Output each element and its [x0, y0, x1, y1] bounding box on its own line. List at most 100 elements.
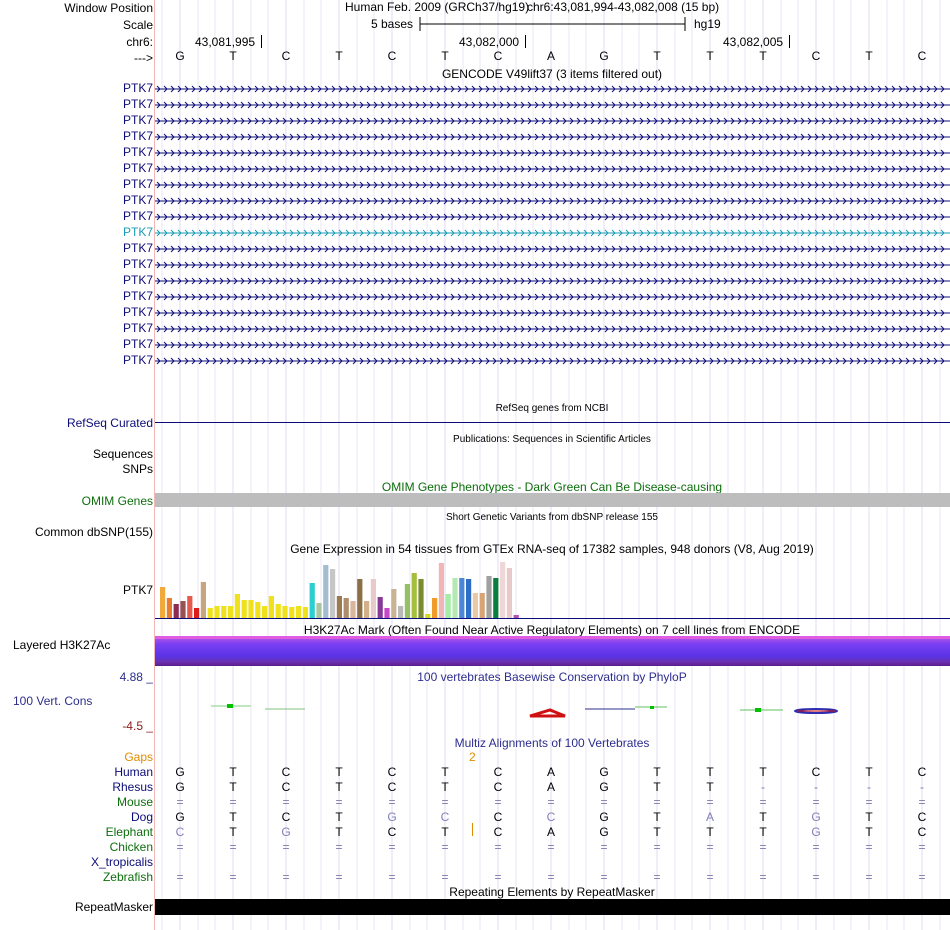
gene-label[interactable]: PTK7 [122, 337, 153, 351]
gene-label[interactable]: PTK7 [122, 113, 153, 127]
species-label[interactable]: Human [114, 765, 153, 779]
alignment-base: = [229, 795, 237, 809]
gene-label[interactable]: PTK7 [122, 145, 153, 159]
gene-transcript[interactable] [155, 113, 950, 129]
sequences-label[interactable]: Sequences [92, 447, 153, 461]
species-label[interactable]: Gaps [124, 750, 153, 764]
gene-label[interactable]: PTK7 [122, 97, 153, 111]
gtex-tissue-bar [370, 579, 376, 618]
omim-label[interactable]: OMIM Genes [81, 494, 153, 508]
gtex-tissue-bar [336, 596, 342, 618]
alignment-base: = [865, 795, 873, 809]
species-label[interactable]: Chicken [109, 840, 153, 854]
strand-arrows [156, 213, 945, 221]
gene-transcript[interactable] [155, 145, 950, 161]
cons-label[interactable]: 100 Vert. Cons [13, 694, 93, 708]
gene-label[interactable]: PTK7 [122, 209, 153, 223]
alignment-base: = [547, 840, 555, 854]
gtex-gene-label[interactable]: PTK7 [122, 583, 153, 597]
gene-label[interactable]: PTK7 [122, 225, 153, 239]
h3k27ac-signal[interactable] [155, 636, 950, 666]
gene-transcript[interactable] [155, 97, 950, 113]
gtex-tissue-bar [391, 589, 397, 618]
gene-transcript[interactable] [155, 129, 950, 145]
gtex-bar-chart[interactable] [155, 556, 950, 620]
repeatmasker-label[interactable]: RepeatMasker [74, 900, 153, 914]
gene-transcript[interactable] [155, 321, 950, 337]
alignment-base: T [441, 825, 449, 839]
gene-label[interactable]: PTK7 [122, 161, 153, 175]
alignment-base: = [918, 840, 926, 854]
strand-arrows [156, 85, 945, 93]
gene-transcript[interactable] [155, 353, 950, 369]
repeatmasker-element-bar[interactable] [155, 899, 950, 915]
species-label[interactable]: Dog [130, 810, 153, 824]
gtex-tissue-bar [500, 562, 506, 618]
refseq-gene-line[interactable] [155, 422, 950, 423]
alignment-base: = [706, 795, 714, 809]
reference-base: T [706, 49, 714, 63]
track-data-area[interactable]: Human Feb. 2009 (GRCh37/hg19) chr6:43,08… [155, 0, 950, 930]
gene-transcript[interactable] [155, 241, 950, 257]
gene-transcript[interactable] [155, 337, 950, 353]
alignment-base: = [653, 795, 661, 809]
gtex-tissue-bar [180, 601, 186, 618]
gene-label[interactable]: PTK7 [122, 177, 153, 191]
species-label[interactable]: Zebrafish [102, 870, 153, 884]
gene-transcript[interactable] [155, 193, 950, 209]
gene-transcript[interactable] [155, 177, 950, 193]
gene-label[interactable]: PTK7 [122, 81, 153, 95]
gtex-tissue-bar [160, 587, 166, 618]
alignment-base: = [494, 840, 502, 854]
alignment-base: T [759, 825, 767, 839]
reference-base: C [811, 49, 821, 63]
gene-transcript[interactable] [155, 273, 950, 289]
alignment-base: G [599, 780, 609, 794]
phylop-signal[interactable] [155, 696, 950, 726]
gtex-tissue-bar [432, 598, 438, 618]
snps-label[interactable]: SNPs [122, 462, 153, 476]
h3k27ac-label[interactable]: Layered H3K27Ac [13, 638, 111, 652]
species-label[interactable]: X_tropicalis [90, 855, 153, 869]
species-label[interactable]: Rhesus [112, 780, 153, 794]
alignment-base: T [865, 810, 873, 824]
gene-label[interactable]: PTK7 [122, 193, 153, 207]
gene-transcript[interactable] [155, 161, 950, 177]
coord-tick-3-mark [789, 35, 790, 48]
gene-label[interactable]: PTK7 [122, 289, 153, 303]
insertion-marker [472, 823, 473, 836]
gene-transcript[interactable] [155, 225, 950, 241]
omim-gene-bar[interactable] [155, 493, 950, 507]
alignment-base: T [441, 780, 449, 794]
gtex-tissue-bar [398, 606, 404, 618]
species-label[interactable]: Elephant [105, 825, 153, 839]
gene-transcript[interactable] [155, 257, 950, 273]
gene-transcript[interactable] [155, 209, 950, 225]
strand-arrows [156, 293, 945, 301]
alignment-base: C [493, 810, 503, 824]
gene-label[interactable]: PTK7 [122, 321, 153, 335]
gene-label[interactable]: PTK7 [122, 129, 153, 143]
reference-base: T [865, 49, 873, 63]
alignment-base: = [759, 795, 767, 809]
gene-label[interactable]: PTK7 [122, 273, 153, 287]
refseq-label[interactable]: RefSeq Curated [66, 416, 153, 430]
gene-transcript[interactable] [155, 289, 950, 305]
gene-label[interactable]: PTK7 [122, 353, 153, 367]
alignment-base: G [175, 765, 185, 779]
coord-tick-1-mark [261, 35, 262, 48]
strand-arrows [156, 341, 945, 349]
gtex-tissue-bar [166, 598, 172, 618]
alignment-base: = [282, 870, 290, 884]
alignment-base: T [335, 810, 343, 824]
common-dbsnp-label[interactable]: Common dbSNP(155) [34, 525, 153, 539]
alignment-base: = [600, 870, 608, 884]
gene-label[interactable]: PTK7 [122, 241, 153, 255]
alignment-base: = [441, 840, 449, 854]
gene-transcript[interactable] [155, 305, 950, 321]
gene-label[interactable]: PTK7 [122, 257, 153, 271]
gene-transcript[interactable] [155, 81, 950, 97]
species-label[interactable]: Mouse [116, 795, 153, 809]
alignment-base: T [335, 780, 343, 794]
gene-label[interactable]: PTK7 [122, 305, 153, 319]
